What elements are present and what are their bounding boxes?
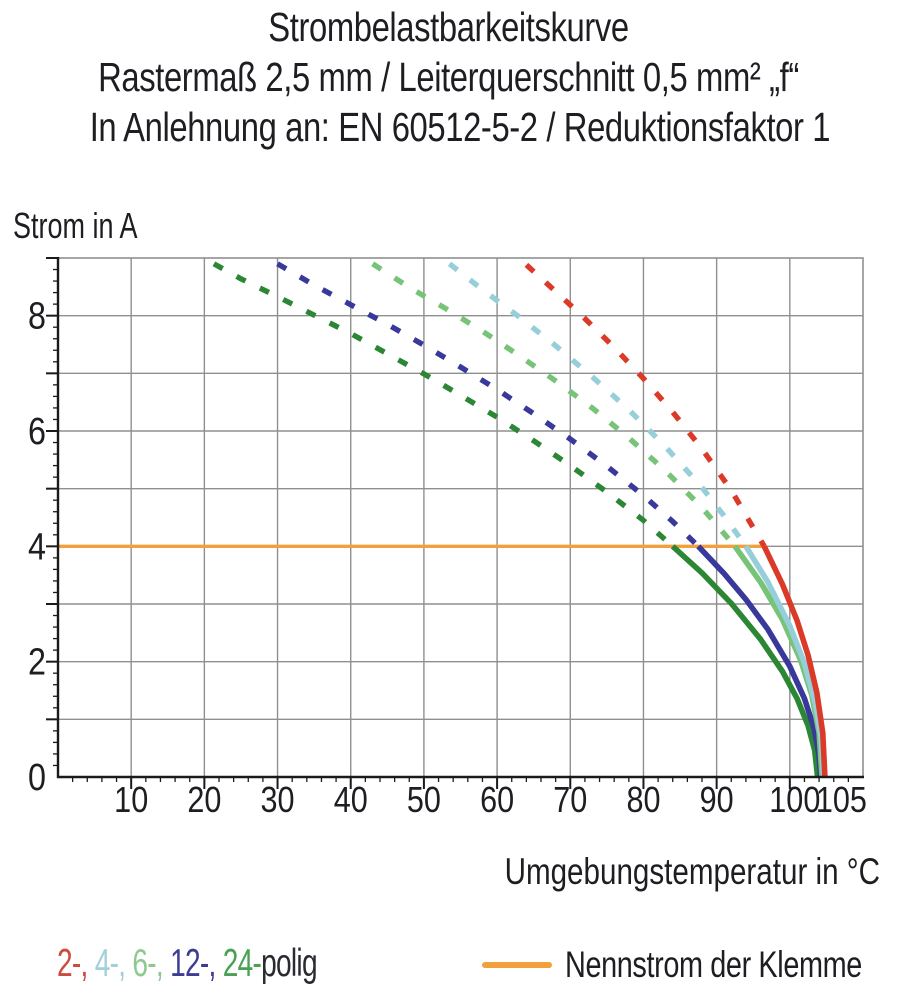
curve-solid-24-polig [670,544,821,778]
curve-dashed-6-polig [371,261,737,549]
nominal-legend-label: Nennstrom der Klemme [565,944,862,985]
x-tick-label: 10 [114,781,148,821]
y-tick-label: 8 [28,295,46,337]
x-tick-label: 105 [816,781,867,821]
y-tick-label: 4 [28,526,46,568]
title-line-3: In Anlehnung an: EN 60512-5-2 / Reduktio… [89,104,831,150]
x-tick-label: 70 [553,781,587,821]
x-axis-title: Umgebungstemperatur in °C [504,851,880,892]
series-legend-part: 12-, [170,942,223,985]
y-tick-label: 2 [28,641,46,683]
series-legend-part: 4-, [94,942,133,985]
title-line-1: Strombelastbarkeitskurve [268,4,629,50]
x-tick-label: 20 [187,781,221,821]
x-tick-label: 100 [769,781,820,821]
curve-dashed-2-polig [524,262,767,548]
curve-dashed-12-polig [276,261,701,549]
series-legend-part: 2-, [57,942,95,985]
series-legend-part: polig [261,942,317,985]
y-tick-label: 6 [28,411,46,453]
chart-title-block: Strombelastbarkeitskurve Rastermaß 2,5 m… [89,2,831,152]
x-tick-label: 90 [700,781,734,821]
x-tick-label: 30 [261,781,295,821]
x-tick-label: 80 [626,781,660,821]
x-tick-label: 60 [480,781,514,821]
series-legend: 2-, 4-, 6-, 12-, 24-polig [57,942,318,986]
nominal-line-swatch [482,962,552,968]
curve-dashed-4-polig [447,261,749,548]
curve-solid-2-polig [761,545,828,778]
x-tick-label: 50 [407,781,441,821]
title-line-2: Rastermaß 2,5 mm / Leiterquerschnitt 0,5… [98,54,799,100]
y-axis-title: Strom in A [13,205,138,246]
curve-dashed-24-polig [212,261,675,549]
nominal-current-legend: Nennstrom der Klemme [482,944,897,986]
x-tick-label: 40 [334,781,368,821]
series-legend-part: 6-, [132,942,171,985]
series-legend-part: 24- [222,942,262,985]
y-tick-label: 0 [28,757,46,799]
plot-frame [57,257,864,778]
